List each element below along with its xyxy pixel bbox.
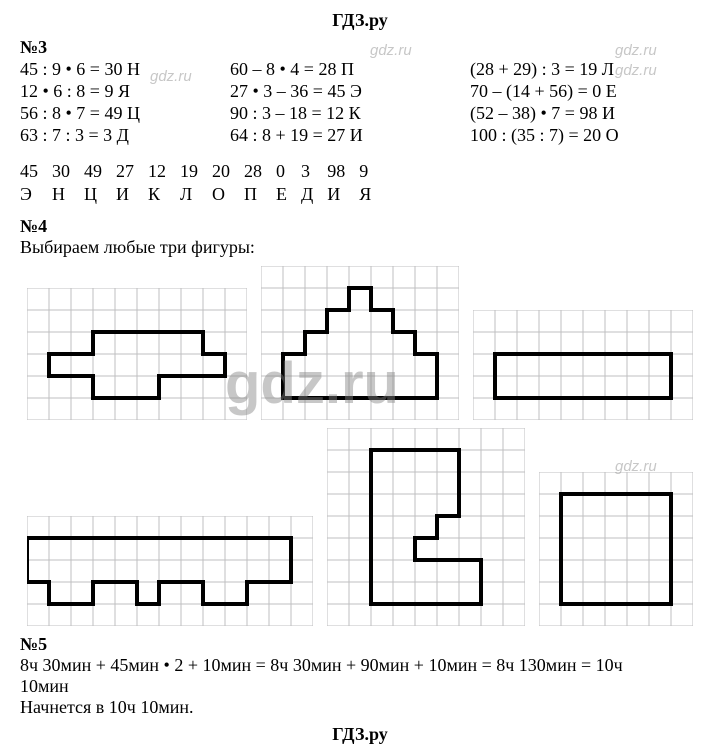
answer-letter: И [327,183,359,206]
grid-figure [327,428,525,626]
answer-number: 30 [52,160,84,183]
answer-number: 28 [244,160,276,183]
equation-cell: 100 : (35 : 7) = 20 О [470,125,690,146]
answer-letter: Е [276,183,301,206]
equation-cell: 27 • 3 – 36 = 45 Э [230,81,470,102]
answer-number: 20 [212,160,244,183]
answer-letter: Ц [84,183,116,206]
page-footer: ГДЗ.ру [20,724,700,745]
problem-3-equations: 45 : 9 • 6 = 30 Н60 – 8 • 4 = 28 П(28 + … [20,59,700,146]
equation-cell: 45 : 9 • 6 = 30 Н [20,59,230,80]
equation-cell: 70 – (14 + 56) = 0 Е [470,81,690,102]
problem-4-intro: Выбираем любые три фигуры: [20,237,700,258]
answer-number: 9 [359,160,385,183]
equation-cell: 56 : 8 • 7 = 49 Ц [20,103,230,124]
answer-letter: Л [180,183,212,206]
grid-figure [27,516,313,626]
answer-number: 12 [148,160,180,183]
problem-5-line2: 10мин [20,676,700,697]
answer-number: 19 [180,160,212,183]
problem-4-label: №4 [20,216,700,237]
answer-number: 27 [116,160,148,183]
grid-figure [539,472,693,626]
equation-cell: 60 – 8 • 4 = 28 П [230,59,470,80]
answer-letter: И [116,183,148,206]
problem-5-line1: 8ч 30мин + 45мин • 2 + 10мин = 8ч 30мин … [20,655,700,676]
problem-3-label: №3 [20,37,700,58]
equation-cell: 63 : 7 : 3 = 3 Д [20,125,230,146]
grid-figure [473,310,693,420]
answer-number: 98 [327,160,359,183]
answer-letter: Э [20,183,52,206]
answer-letter: Д [301,183,327,206]
equation-cell: 90 : 3 – 18 = 12 К [230,103,470,124]
equation-cell: 64 : 8 + 19 = 27 И [230,125,470,146]
answer-letter: Я [359,183,385,206]
problem-5-line3: Начнется в 10ч 10мин. [20,697,700,718]
problem-3-answer-table: 453049271219202803989 ЭНЦИКЛОПЕДИЯ [20,160,385,206]
answer-number: 45 [20,160,52,183]
grid-figure [27,288,247,420]
figures-row-2 [20,428,700,626]
equation-cell: 12 • 6 : 8 = 9 Я [20,81,230,102]
figures-row-1 [20,266,700,420]
page-header: ГДЗ.ру [20,10,700,31]
answer-letter: Н [52,183,84,206]
answer-number: 3 [301,160,327,183]
answer-number: 49 [84,160,116,183]
answer-letter: К [148,183,180,206]
equation-cell: (52 – 38) • 7 = 98 И [470,103,690,124]
answer-letter: О [212,183,244,206]
problem-5-label: №5 [20,634,700,655]
equation-cell: (28 + 29) : 3 = 19 Л [470,59,690,80]
answer-letter: П [244,183,276,206]
answer-number: 0 [276,160,301,183]
grid-figure [261,266,459,420]
